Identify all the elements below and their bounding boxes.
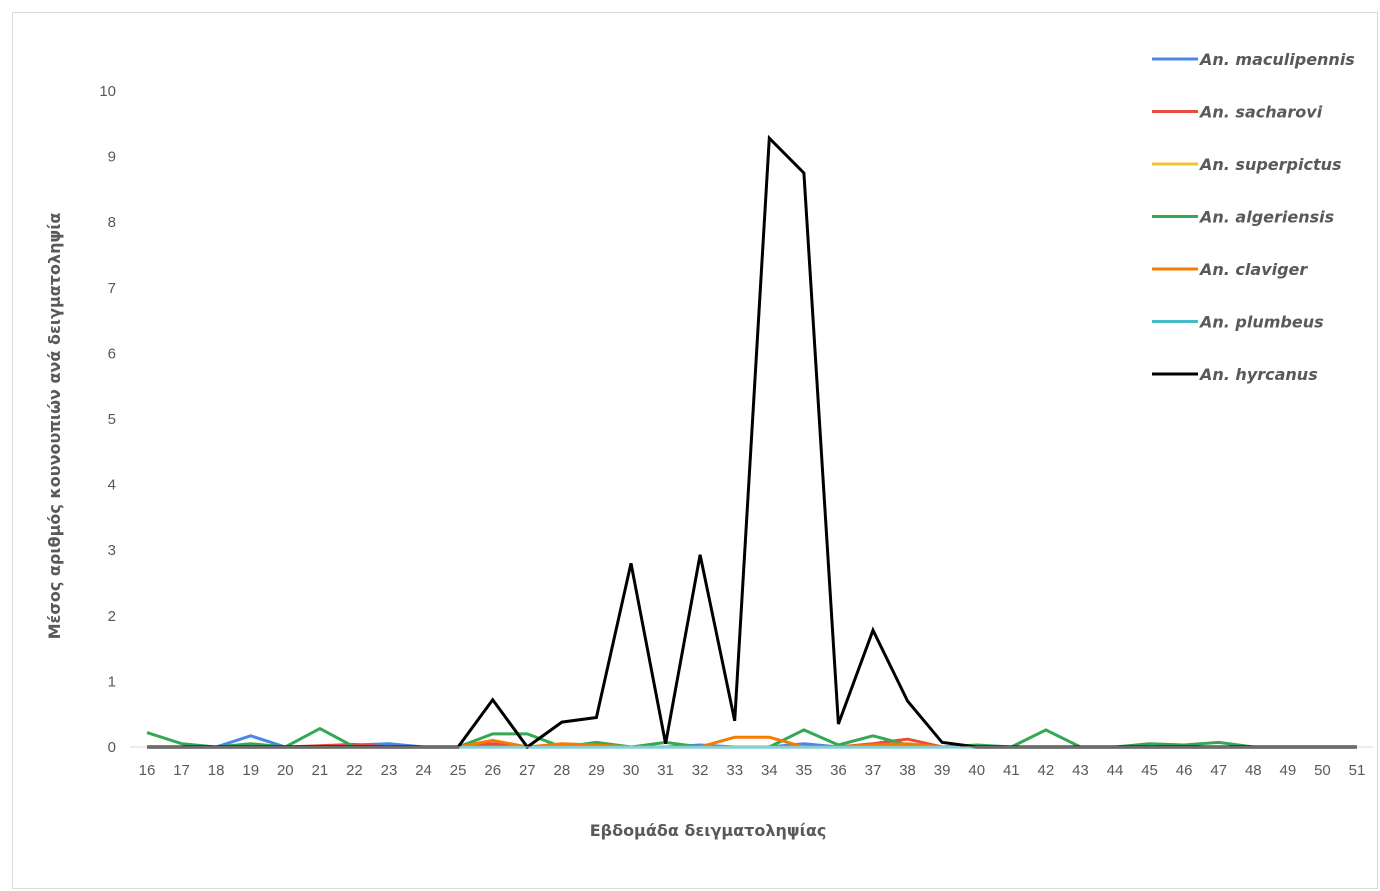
x-tick-label: 30: [623, 762, 640, 779]
y-tick-label: 10: [99, 83, 116, 100]
x-tick-label: 46: [1176, 762, 1193, 779]
legend-label: An. superpictus: [1198, 155, 1342, 174]
legend-label: An. hyrcanus: [1198, 365, 1318, 384]
x-tick-label: 27: [519, 762, 536, 779]
x-tick-label: 31: [657, 762, 674, 779]
legend-label: An. algeriensis: [1198, 208, 1334, 227]
legend-label: An. maculipennis: [1198, 50, 1355, 69]
y-tick-label: 9: [108, 149, 116, 166]
x-tick-label: 43: [1072, 762, 1089, 779]
legend-entry: An. superpictus: [1152, 155, 1342, 174]
y-tick-label: 6: [108, 345, 116, 362]
y-tick-label: 2: [108, 608, 116, 625]
x-tick-label: 33: [726, 762, 743, 779]
x-tick-label: 35: [796, 762, 813, 779]
y-tick-label: 3: [108, 542, 116, 559]
x-tick-label: 37: [865, 762, 882, 779]
x-tick-label: 19: [242, 762, 259, 779]
x-tick-label: 38: [899, 762, 916, 779]
x-tick-label: 36: [830, 762, 847, 779]
y-tick-label: 5: [108, 411, 116, 428]
legend-entry: An. claviger: [1152, 260, 1308, 279]
x-tick-label: 16: [139, 762, 156, 779]
y-axis-ticks: 0 1 2 3 4 5 6 7 8 9 10: [99, 83, 116, 756]
x-tick-label: 21: [312, 762, 329, 779]
x-tick-label: 41: [1003, 762, 1020, 779]
y-tick-label: 4: [108, 477, 116, 494]
y-tick-label: 1: [108, 673, 116, 690]
series-line-an-hyrcanus: [147, 134, 1357, 750]
legend-entry: An. hyrcanus: [1152, 365, 1318, 384]
x-tick-label: 45: [1141, 762, 1158, 779]
legend-entry: An. sacharovi: [1152, 103, 1323, 122]
x-tick-label: 39: [934, 762, 951, 779]
x-axis-title: Εβδομάδα δειγματοληψίας: [590, 821, 827, 840]
legend-entry: An. maculipennis: [1152, 50, 1355, 69]
x-tick-label: 20: [277, 762, 294, 779]
x-tick-label: 26: [484, 762, 501, 779]
legend-label: An. plumbeus: [1198, 313, 1324, 332]
x-tick-label: 28: [554, 762, 571, 779]
plot-area: [146, 134, 1357, 750]
x-tick-label: 17: [173, 762, 190, 779]
x-tick-label: 44: [1107, 762, 1124, 779]
x-axis-ticks: 16 17 18 19 20 21 22 23 24 25 26 27 28 29 30 31 32 33 34 35…: [139, 762, 1366, 779]
x-tick-label: 18: [208, 762, 225, 779]
legend-entry: An. algeriensis: [1152, 208, 1334, 227]
x-tick-label: 49: [1280, 762, 1297, 779]
legend-entry: An. plumbeus: [1152, 313, 1324, 332]
x-tick-label: 50: [1314, 762, 1331, 779]
x-tick-label: 25: [450, 762, 467, 779]
x-tick-label: 22: [346, 762, 363, 779]
y-axis-title: Μέσος αριθμός κουνουπιών ανά δειγματοληψ…: [45, 213, 64, 640]
x-tick-label: 34: [761, 762, 778, 779]
legend-label: An. sacharovi: [1198, 103, 1323, 122]
x-tick-label: 51: [1349, 762, 1366, 779]
x-tick-label: 23: [381, 762, 398, 779]
x-tick-label: 29: [588, 762, 605, 779]
x-tick-label: 24: [415, 762, 432, 779]
x-tick-label: 40: [968, 762, 985, 779]
y-tick-label: 0: [108, 739, 116, 756]
x-tick-label: 48: [1245, 762, 1262, 779]
legend-label: An. claviger: [1198, 260, 1308, 279]
y-tick-label: 8: [108, 214, 116, 231]
x-tick-label: 47: [1210, 762, 1227, 779]
x-tick-label: 32: [692, 762, 709, 779]
y-tick-label: 7: [108, 280, 116, 297]
legend: An. maculipennis An. sacharovi An. superpi…: [1152, 50, 1355, 384]
x-tick-label: 42: [1038, 762, 1055, 779]
